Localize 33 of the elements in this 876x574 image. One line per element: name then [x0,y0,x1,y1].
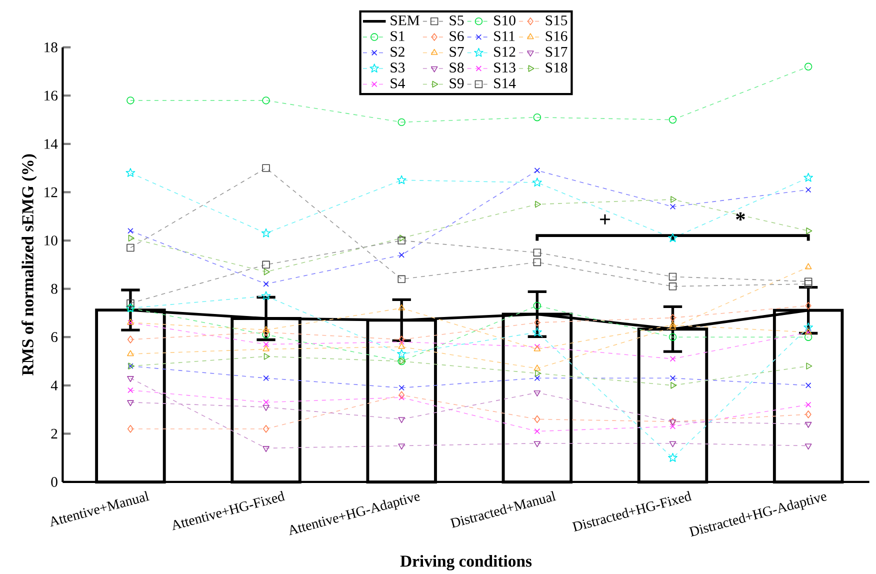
legend-label: S7 [450,46,464,57]
legend-label: S18 [546,62,568,73]
legend-label: S9 [450,78,464,88]
legend-label: S13 [494,62,516,72]
annotation: + [600,214,610,224]
y-tick-label: 14 [44,139,58,149]
legend-label: S3 [390,62,405,72]
legend-label: S4 [390,78,405,88]
legend-label: S5 [450,15,464,26]
legend-label: S2 [390,46,404,57]
legend-label: S16 [546,31,568,42]
legend-label: S15 [546,15,568,26]
y-tick-label: 6 [51,332,58,342]
legend-label: S17 [546,46,568,57]
x-axis-title: Driving conditions [400,555,532,570]
legend-label: S11 [494,31,515,42]
y-axis-title: RMS of normalized sEMG (%) [22,154,37,376]
legend-label: S6 [450,31,464,42]
legend-label: SEM [390,15,420,26]
y-tick-label: 2 [51,428,58,439]
legend-label: S10 [494,15,516,26]
legend-label: S8 [450,62,464,73]
y-tick-label: 8 [51,284,58,294]
y-tick-label: 4 [50,380,58,390]
legend-label: S12 [494,46,516,57]
y-tick-label: 0 [51,477,58,487]
y-tick-label: 16 [44,90,58,101]
y-tick-label: 18 [44,42,58,52]
y-tick-label: 12 [44,187,58,198]
legend-label: S14 [494,78,516,88]
y-tick-label: 10 [44,236,58,246]
annotation: * [736,212,745,220]
legend-label: S1 [390,31,404,42]
